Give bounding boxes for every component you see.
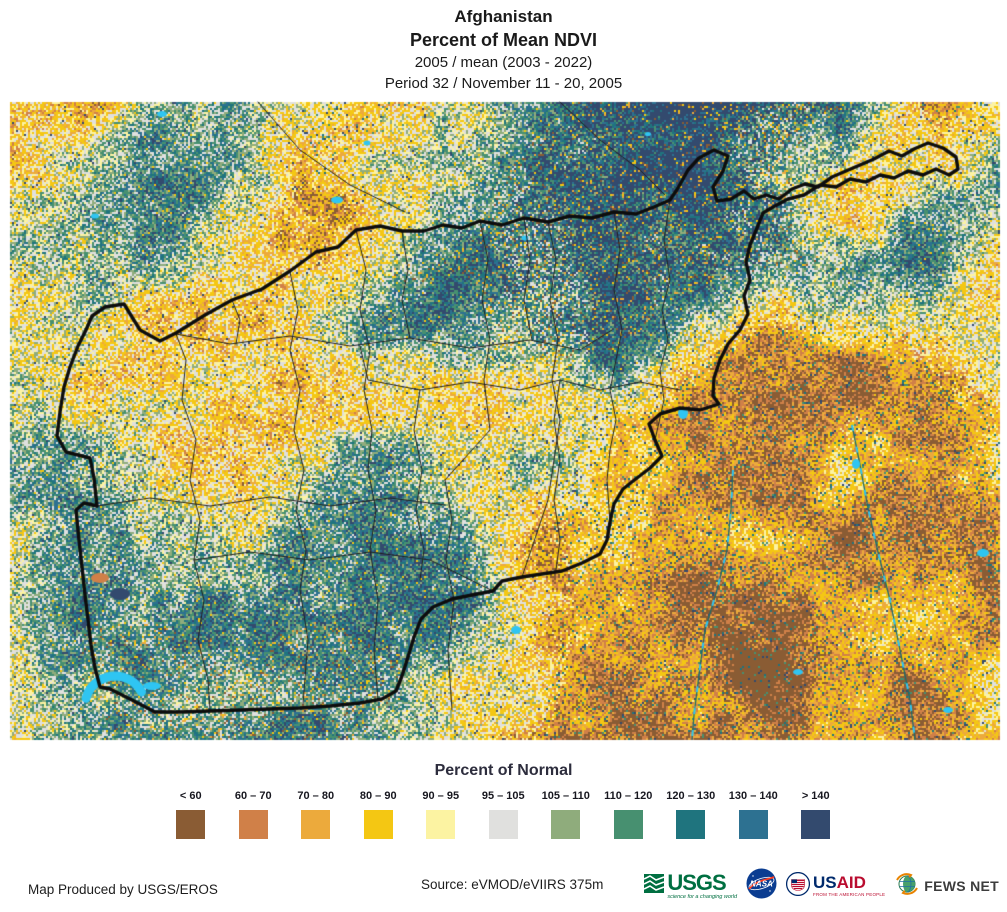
map-comparison-subtitle: 2005 / mean (2003 - 2022) — [414, 54, 593, 71]
legend-class-label: 120 – 130 — [666, 790, 716, 802]
legend-swatch — [176, 810, 206, 839]
legend-class-label: < 60 — [179, 790, 202, 802]
legend: Percent of Normal < 60 60 – 70 70 – 80 80 –… — [0, 762, 1007, 839]
legend-class-label: 110 – 120 — [604, 790, 653, 802]
legend-item: < 60 — [160, 790, 223, 839]
legend-item: > 140 — [785, 790, 848, 839]
legend-item: 70 – 80 — [285, 790, 348, 839]
legend-class-label: 60 – 70 — [234, 790, 272, 802]
usgs-logo: USGS science for a changing world — [643, 869, 738, 901]
legend-swatch — [676, 810, 706, 839]
fewsnet-globe-icon — [894, 871, 920, 902]
legend-swatch — [613, 810, 643, 839]
fewsnet-wordmark: FEWS NET — [924, 878, 999, 894]
legend-item: 130 – 140 — [722, 790, 785, 839]
legend-item: 105 – 110 — [535, 790, 598, 839]
legend-title: Percent of Normal — [434, 762, 573, 779]
legend-swatch — [738, 810, 768, 839]
svg-text:NASA: NASA — [750, 880, 773, 889]
legend-item: 60 – 70 — [222, 790, 285, 839]
legend-swatch — [426, 810, 456, 839]
usaid-wordmark: USAID — [813, 873, 866, 893]
map-country-title: Afghanistan — [454, 7, 553, 26]
title-block: Afghanistan Percent of Mean NDVI 2005 / … — [0, 5, 1007, 94]
map-product-title: Percent of Mean NDVI — [409, 30, 598, 50]
legend-item: 95 – 105 — [472, 790, 535, 839]
legend-class-label: 80 – 90 — [359, 790, 397, 802]
legend-class-label: 90 – 95 — [422, 790, 460, 802]
legend-swatch — [488, 810, 518, 839]
usaid-logo: USAID FROM THE AMERICAN PEOPLE — [785, 871, 886, 901]
nasa-logo: NASA — [746, 868, 777, 904]
legend-classes-row: < 60 60 – 70 70 – 80 80 – 90 90 – 95 95 – 105… — [160, 790, 848, 839]
legend-swatch — [301, 810, 331, 839]
legend-swatch — [363, 810, 393, 839]
legend-class-label: 105 – 110 — [541, 790, 590, 802]
fewsnet-logo: FEWS NET — [894, 871, 999, 902]
legend-swatch — [551, 810, 581, 839]
legend-swatch — [801, 810, 831, 839]
legend-class-label: 70 – 80 — [297, 790, 335, 802]
ndvi-raster-map — [0, 0, 1007, 760]
source-text: Source: eVMOD/eVIIRS 375m — [421, 877, 604, 892]
legend-item: 110 – 120 — [597, 790, 660, 839]
legend-class-label: > 140 — [801, 790, 830, 802]
legend-item: 120 – 130 — [660, 790, 723, 839]
legend-class-label: 95 – 105 — [481, 790, 525, 802]
usaid-tagline: FROM THE AMERICAN PEOPLE — [813, 892, 886, 898]
legend-class-label: 130 – 140 — [728, 790, 778, 802]
usgs-tagline: science for a changing world — [667, 893, 738, 900]
legend-swatch — [238, 810, 268, 839]
usaid-shield-icon — [785, 871, 811, 901]
logo-strip: USGS science for a changing world NASA — [643, 864, 999, 908]
legend-item: 90 – 95 — [410, 790, 473, 839]
usgs-wordmark: USGS — [667, 869, 726, 895]
map-period-subtitle: Period 32 / November 11 - 20, 2005 — [384, 75, 623, 92]
legend-item: 80 – 90 — [347, 790, 410, 839]
usgs-wave-icon — [643, 874, 665, 898]
produced-by-text: Map Produced by USGS/EROS — [28, 882, 218, 897]
